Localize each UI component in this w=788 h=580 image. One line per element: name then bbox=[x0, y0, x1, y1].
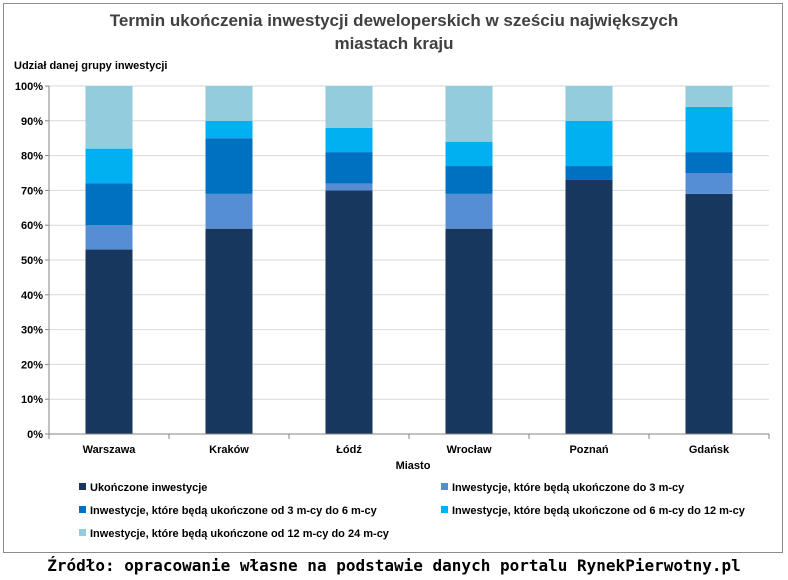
x-axis-label: Miasto bbox=[396, 460, 431, 472]
x-tick-label: Warszawa bbox=[83, 444, 137, 456]
y-axis-label: Udział danej grupy inwestycji bbox=[14, 60, 167, 72]
x-tick-label: Wrocław bbox=[446, 444, 491, 456]
bar-segment bbox=[565, 86, 613, 121]
y-tick-label: 30% bbox=[21, 325, 43, 337]
legend-label: Inwestycje, które będą ukończone do 3 m-… bbox=[452, 482, 685, 494]
bar-segment bbox=[85, 86, 133, 149]
stacked-bar-chart: Termin ukończenia inwestycji dewelopersk… bbox=[14, 11, 770, 540]
chart-frame bbox=[3, 3, 783, 553]
bar-segment bbox=[565, 120, 613, 167]
bar-segment bbox=[205, 228, 253, 434]
bar-segment bbox=[325, 190, 373, 434]
bar-segment bbox=[325, 183, 373, 191]
y-tick-label: 50% bbox=[21, 255, 43, 267]
legend-swatch bbox=[441, 483, 448, 490]
y-tick-label: 100% bbox=[15, 81, 43, 93]
bar-segment bbox=[205, 193, 253, 229]
y-tick-label: 80% bbox=[21, 151, 43, 163]
bar-segment bbox=[85, 225, 133, 250]
legend-swatch bbox=[79, 529, 86, 536]
bar-segment bbox=[685, 106, 733, 153]
bar-segment bbox=[445, 86, 493, 142]
y-tick-labels: 0% 10% 20% 30% 40% 50% 60% 70% 80% 90% 100% bbox=[15, 81, 43, 441]
gridlines bbox=[49, 85, 769, 400]
bars bbox=[85, 86, 733, 434]
y-tick-label: 60% bbox=[21, 220, 43, 232]
bar-segment bbox=[445, 141, 493, 167]
legend-swatch bbox=[441, 506, 448, 513]
source-note: Źródło: opracowanie własne na podstawie … bbox=[47, 556, 741, 575]
y-tick-label: 40% bbox=[21, 290, 43, 302]
chart-title-line-2: miastach kraju bbox=[334, 34, 453, 53]
x-tick-label: Poznań bbox=[569, 444, 608, 456]
legend-label: Inwestycje, które będą ukończone od 6 m-… bbox=[452, 505, 746, 517]
bar-segment bbox=[325, 152, 373, 184]
bar-segment bbox=[325, 86, 373, 128]
bar-segment bbox=[445, 166, 493, 194]
bar-segment bbox=[85, 183, 133, 226]
legend-label: Inwestycje, które będą ukończone od 12 m… bbox=[90, 528, 390, 540]
bar-segment bbox=[205, 120, 253, 139]
x-tick-label: Kraków bbox=[209, 444, 249, 456]
x-tick-label: Gdańsk bbox=[689, 444, 730, 456]
bar-segment bbox=[565, 166, 613, 180]
y-tick-label: 20% bbox=[21, 359, 43, 371]
x-tick-label: Łódź bbox=[336, 444, 362, 456]
legend-swatch bbox=[79, 506, 86, 513]
y-tick-label: 90% bbox=[21, 116, 43, 128]
legend-label: Inwestycje, które będą ukończone od 3 m-… bbox=[90, 505, 378, 517]
legend: Ukończone inwestycje Inwestycje, które bę… bbox=[79, 482, 746, 540]
bar-segment bbox=[205, 138, 253, 194]
legend-label: Ukończone inwestycje bbox=[90, 482, 207, 494]
chart-title-line-1: Termin ukończenia inwestycji dewelopersk… bbox=[110, 11, 678, 30]
y-tick-label: 70% bbox=[21, 185, 43, 197]
bar-segment bbox=[325, 127, 373, 153]
bar-segment bbox=[685, 86, 733, 107]
bar-segment bbox=[685, 152, 733, 173]
axes bbox=[45, 85, 770, 439]
y-tick-label: 10% bbox=[21, 394, 43, 406]
bar-segment bbox=[685, 173, 733, 194]
bar-segment bbox=[685, 193, 733, 434]
bar-segment bbox=[205, 86, 253, 121]
bar-segment bbox=[445, 228, 493, 434]
bar-segment bbox=[445, 193, 493, 229]
y-tick-label: 0% bbox=[27, 429, 43, 441]
x-tick-labels: Warszawa Kraków Łódź Wrocław Poznań Gdańsk bbox=[83, 444, 730, 456]
legend-swatch bbox=[79, 483, 86, 490]
bar-segment bbox=[85, 148, 133, 184]
bar-segment bbox=[565, 179, 613, 434]
bar-segment bbox=[85, 249, 133, 434]
